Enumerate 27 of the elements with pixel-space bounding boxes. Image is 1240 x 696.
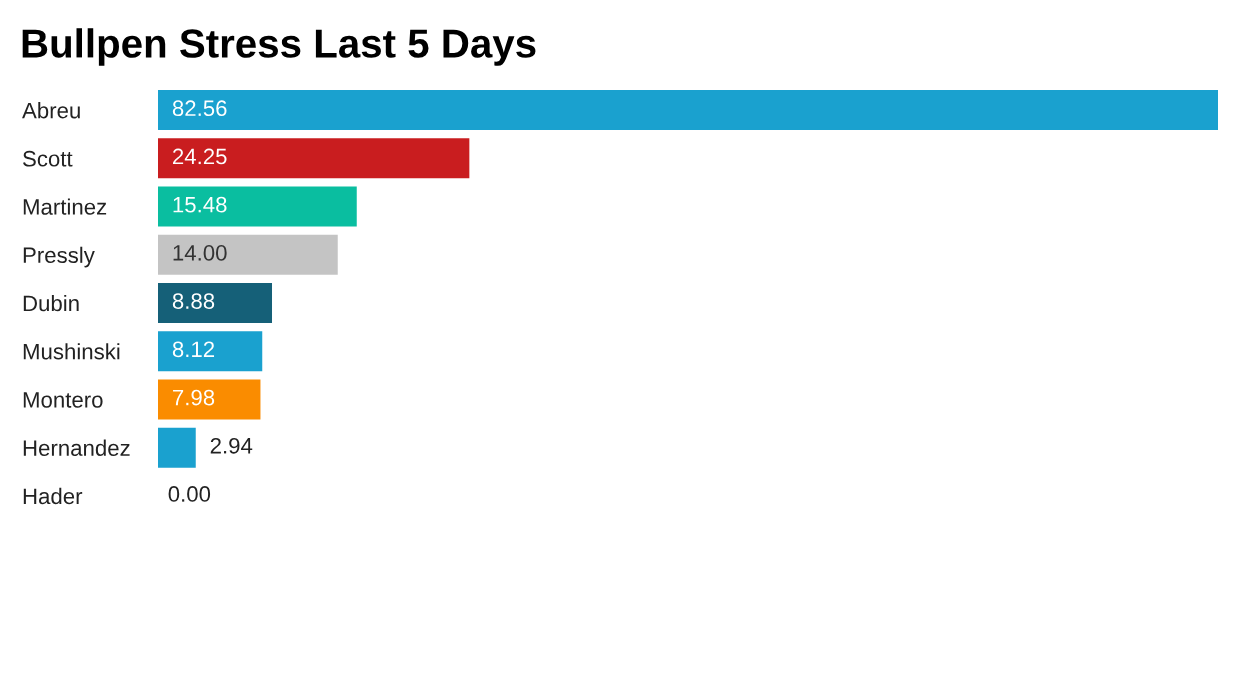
y-tick-label: Pressly (23, 246, 95, 268)
data-label: 15.48 (173, 196, 227, 213)
bar (158, 90, 1218, 131)
bar (158, 186, 357, 227)
data-label: 82.56 (172, 100, 227, 117)
y-tick-label: Hader (23, 487, 83, 505)
y-tick-label: Martinez (23, 198, 107, 215)
y-tick-label: Abreu (22, 102, 80, 119)
y-tick-label: Mushinski (23, 343, 120, 360)
chart-title: Bullpen Stress Last 5 Days (22, 28, 536, 66)
data-label: 8.88 (172, 293, 215, 309)
y-tick-label: Hernandez (23, 439, 130, 456)
data-label: 0.00 (168, 486, 211, 502)
bar (158, 138, 470, 179)
y-tick-label: Montero (23, 392, 103, 408)
bar (158, 427, 196, 468)
data-label: 24.25 (173, 148, 227, 165)
y-tick-label: Scott (23, 150, 73, 167)
y-tick-label: Dubin (23, 294, 79, 312)
data-label: 7.98 (173, 389, 215, 406)
bar (158, 379, 261, 420)
bar (158, 331, 263, 372)
data-label: 8.12 (172, 341, 215, 358)
data-label: 2.94 (210, 437, 253, 454)
data-label: 14.00 (173, 245, 227, 261)
bar (158, 282, 273, 324)
bar (158, 234, 338, 275)
